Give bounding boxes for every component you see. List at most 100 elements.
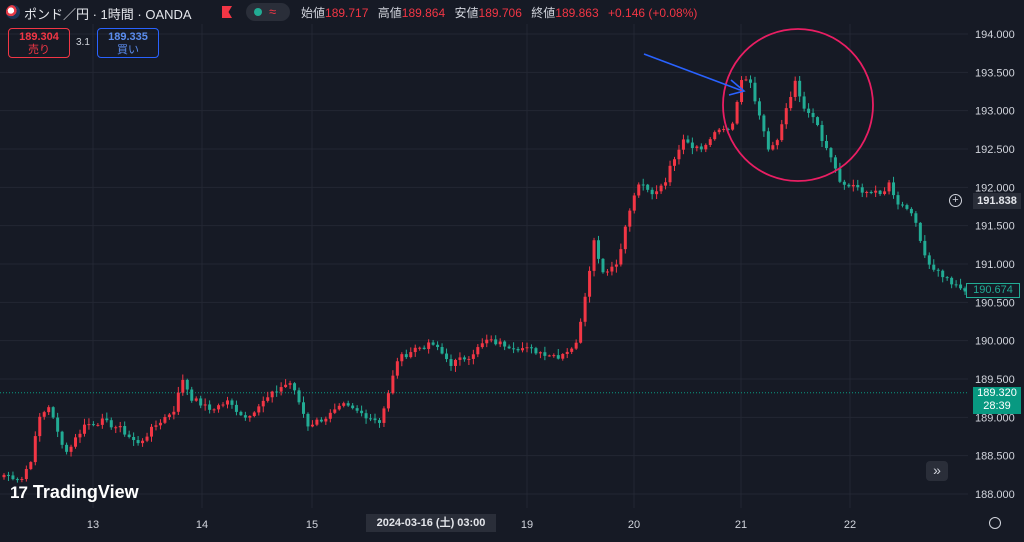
status-wave-icon: ≈: [269, 4, 277, 19]
candle: [802, 91, 806, 112]
candle: [351, 403, 355, 410]
candle: [905, 203, 909, 211]
candle: [328, 409, 332, 423]
candle: [91, 421, 95, 427]
symbol-title[interactable]: ポンド／円 · 1時間 · OANDA: [24, 7, 192, 22]
candle: [811, 108, 815, 124]
change-value: +0.146 (+0.08%): [608, 6, 698, 20]
candle: [47, 405, 51, 415]
add-alert-plus-icon[interactable]: +: [949, 194, 962, 207]
candle: [78, 429, 82, 443]
candle: [234, 400, 238, 416]
candle: [673, 156, 676, 171]
candle: [24, 465, 28, 482]
candle: [914, 211, 918, 227]
sell-button[interactable]: 189.304 売り: [8, 28, 70, 58]
candle: [565, 348, 569, 359]
candle: [936, 268, 940, 277]
candle: [932, 259, 936, 272]
time-axis-label: 19: [521, 519, 533, 531]
candle: [579, 318, 583, 344]
highlight-circle[interactable]: [722, 28, 874, 182]
price-axis-label: 188.000: [975, 489, 1015, 501]
candle: [114, 425, 118, 434]
bid-price-tag: 189.320 28:39: [973, 387, 1021, 414]
candle: [324, 416, 328, 425]
axis-settings-gear-icon[interactable]: [989, 517, 1001, 529]
candle: [525, 342, 529, 353]
candle: [284, 379, 288, 388]
candle: [842, 179, 846, 190]
scroll-to-realtime-button[interactable]: »: [926, 461, 948, 481]
time-axis: 13 14 15 19 20 21 22: [87, 519, 856, 531]
candle: [588, 266, 592, 303]
candle: [38, 413, 42, 442]
candle: [838, 162, 842, 184]
candle: [391, 370, 395, 395]
candle: [199, 395, 203, 409]
candle: [628, 208, 632, 232]
candle: [583, 292, 587, 327]
candle: [172, 406, 176, 420]
candle: [395, 357, 399, 379]
price-axis-label: 189.000: [975, 412, 1015, 424]
time-axis-label: 21: [735, 519, 747, 531]
candle: [503, 340, 507, 351]
candle: [373, 413, 377, 424]
currency-flag-icon: [6, 5, 20, 19]
candle: [158, 419, 162, 430]
candle: [436, 341, 440, 351]
candle: [29, 461, 33, 471]
candle: [945, 276, 949, 281]
candle: [941, 269, 945, 283]
candle: [887, 179, 891, 195]
high-label: 高値: [377, 6, 402, 20]
candle: [449, 354, 453, 371]
candle: [221, 402, 225, 408]
candle: [2, 473, 6, 480]
candle: [900, 201, 904, 208]
candle: [386, 390, 390, 412]
candle: [561, 353, 565, 361]
candle: [851, 179, 855, 192]
candle: [498, 338, 502, 348]
arrow-line[interactable]: [643, 53, 741, 91]
candle: [462, 355, 466, 362]
sell-label: 売り: [28, 44, 50, 56]
candle: [163, 414, 167, 425]
candle: [74, 433, 78, 449]
candle: [664, 177, 668, 190]
candle: [552, 353, 556, 358]
candle: [337, 403, 341, 411]
candle: [708, 137, 712, 148]
price-axis-label: 192.000: [975, 182, 1015, 194]
candle: [377, 418, 381, 428]
candle: [637, 182, 641, 198]
candle: [109, 417, 113, 430]
candle: [369, 413, 373, 422]
market-status-pill[interactable]: ≈: [246, 3, 290, 21]
candle: [677, 144, 681, 165]
candle: [252, 411, 256, 418]
candle: [592, 237, 596, 277]
candle: [529, 344, 533, 354]
candle: [704, 143, 708, 153]
candle: [632, 192, 636, 214]
candle: [418, 346, 422, 351]
buy-button[interactable]: 189.335 買い: [97, 28, 159, 58]
candle: [42, 410, 46, 420]
candle: [896, 191, 900, 210]
candle: [476, 344, 480, 358]
flag-marker-icon[interactable]: [222, 6, 232, 18]
candle: [927, 252, 931, 269]
tradingview-logo[interactable]: 17 TradingView: [10, 482, 139, 503]
candle: [547, 354, 551, 357]
candle: [918, 222, 922, 243]
candle: [6, 471, 10, 481]
low-label: 安値: [454, 6, 479, 20]
time-axis-label: 14: [196, 519, 208, 531]
candle: [141, 438, 145, 447]
candle: [342, 401, 346, 408]
